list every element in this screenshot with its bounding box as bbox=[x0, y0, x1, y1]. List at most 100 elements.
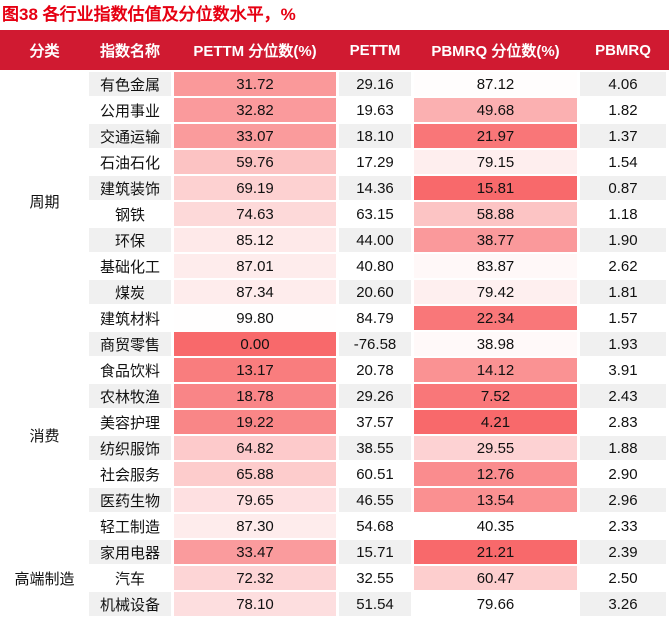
pettm-percentile-cell: 69.19 bbox=[174, 176, 336, 200]
column-header-index-name: 指数名称 bbox=[99, 42, 160, 60]
index-name-cell: 建筑材料 bbox=[99, 310, 160, 328]
pettm-percentile-cell: 13.17 bbox=[174, 358, 336, 382]
pbmrq-cell: 1.18 bbox=[608, 205, 638, 223]
index-name-cell: 机械设备 bbox=[89, 592, 171, 616]
figure-title: 图38 各行业指数估值及分位数水平，% bbox=[2, 5, 296, 24]
pettm-percentile-cell: 87.01 bbox=[174, 254, 336, 278]
index-name-cell: 轻工制造 bbox=[99, 518, 160, 536]
index-name-cell: 石油石化 bbox=[99, 154, 160, 172]
pettm-cell: 46.55 bbox=[339, 488, 411, 512]
column-header-pettm-percentile: PETTM 分位数(%) bbox=[193, 42, 317, 60]
pettm-percentile-cell: 59.76 bbox=[174, 150, 336, 174]
pettm-percentile-cell: 78.10 bbox=[174, 592, 336, 616]
pettm-percentile-cell: 33.47 bbox=[174, 540, 336, 564]
index-name-cell: 医药生物 bbox=[89, 488, 171, 512]
pbmrq-percentile-cell: 21.97 bbox=[414, 124, 577, 148]
pettm-cell: 29.16 bbox=[339, 72, 411, 96]
pettm-percentile-cell: 87.34 bbox=[174, 280, 336, 304]
pettm-cell: 18.10 bbox=[339, 124, 411, 148]
pbmrq-cell: 3.91 bbox=[608, 361, 638, 379]
pbmrq-cell: 2.96 bbox=[580, 488, 666, 512]
pbmrq-percentile-cell: 22.34 bbox=[414, 306, 577, 330]
table-row: 机械设备 78.10 51.54 79.66 3.26 bbox=[3, 592, 666, 616]
table-row: 医药生物 79.65 46.55 13.54 2.96 bbox=[3, 488, 666, 512]
pettm-percentile-cell: 0.00 bbox=[174, 332, 336, 356]
table-row: 周期 有色金属 31.72 29.16 87.12 4.06 bbox=[3, 72, 666, 330]
pettm-cell: 19.63 bbox=[356, 101, 394, 119]
pettm-cell: 20.78 bbox=[356, 361, 394, 379]
pettm-percentile-cell: 64.82 bbox=[174, 436, 336, 460]
table-row: 消费 商贸零售 0.00 -76.58 38.98 1.93 bbox=[3, 332, 666, 538]
pettm-cell: -76.58 bbox=[339, 332, 411, 356]
category-cell: 周期 bbox=[3, 72, 86, 330]
pbmrq-percentile-cell: 49.68 bbox=[414, 98, 577, 122]
pbmrq-percentile-cell: 58.88 bbox=[414, 202, 577, 226]
pettm-cell: 38.55 bbox=[339, 436, 411, 460]
pbmrq-percentile-cell: 4.21 bbox=[414, 410, 577, 434]
pettm-cell: 20.60 bbox=[339, 280, 411, 304]
pbmrq-percentile-cell: 40.35 bbox=[414, 514, 577, 538]
pettm-cell: 51.54 bbox=[339, 592, 411, 616]
table-row: 汽车 72.32 32.55 60.47 2.50 bbox=[3, 566, 666, 590]
pettm-percentile-cell: 74.63 bbox=[174, 202, 336, 226]
valuation-table: 周期 有色金属 31.72 29.16 87.12 4.06 公用事业 32.82 19.63 4… bbox=[0, 70, 669, 618]
pettm-cell: 60.51 bbox=[356, 465, 394, 483]
pettm-percentile-cell: 85.12 bbox=[174, 228, 336, 252]
category-cell: 消费 bbox=[3, 332, 86, 538]
index-name-cell: 美容护理 bbox=[99, 414, 160, 432]
pettm-cell: 63.15 bbox=[356, 205, 394, 223]
pbmrq-percentile-cell: 79.66 bbox=[414, 592, 577, 616]
pbmrq-cell: 0.87 bbox=[580, 176, 666, 200]
pbmrq-cell: 1.93 bbox=[580, 332, 666, 356]
table-row: 轻工制造 87.30 54.68 40.35 2.33 bbox=[3, 514, 666, 538]
table-header-band: 分类 指数名称 PETTM 分位数(%) PETTM PBMRQ 分位数(%) … bbox=[0, 30, 669, 70]
pbmrq-cell: 2.43 bbox=[580, 384, 666, 408]
pettm-cell: 29.26 bbox=[339, 384, 411, 408]
pettm-percentile-cell: 19.22 bbox=[174, 410, 336, 434]
table-row: 食品饮料 13.17 20.78 14.12 3.91 bbox=[3, 358, 666, 382]
table-row: 石油石化 59.76 17.29 79.15 1.54 bbox=[3, 150, 666, 174]
table-row: 建筑装饰 69.19 14.36 15.81 0.87 bbox=[3, 176, 666, 200]
pettm-percentile-cell: 79.65 bbox=[174, 488, 336, 512]
pettm-cell: 40.80 bbox=[356, 257, 394, 275]
pettm-percentile-cell: 72.32 bbox=[174, 566, 336, 590]
table-row: 美容护理 19.22 37.57 4.21 2.83 bbox=[3, 410, 666, 434]
pettm-percentile-cell: 87.30 bbox=[174, 514, 336, 538]
pbmrq-cell: 4.06 bbox=[580, 72, 666, 96]
index-name-cell: 环保 bbox=[89, 228, 171, 252]
table-row: 建筑材料 99.80 84.79 22.34 1.57 bbox=[3, 306, 666, 330]
column-header-pbmrq: PBMRQ bbox=[595, 41, 651, 59]
pbmrq-percentile-cell: 7.52 bbox=[414, 384, 577, 408]
pettm-cell: 84.79 bbox=[356, 309, 394, 327]
index-name-cell: 基础化工 bbox=[99, 258, 160, 276]
pbmrq-percentile-cell: 38.77 bbox=[414, 228, 577, 252]
pbmrq-cell: 1.81 bbox=[580, 280, 666, 304]
column-header-pbmrq-percentile: PBMRQ 分位数(%) bbox=[431, 42, 560, 60]
pettm-percentile-cell: 32.82 bbox=[174, 98, 336, 122]
table-row: 高端制造 家用电器 33.47 15.71 21.21 2.39 bbox=[3, 540, 666, 616]
index-name-cell: 公用事业 bbox=[99, 102, 160, 120]
pbmrq-percentile-cell: 79.42 bbox=[414, 280, 577, 304]
pettm-cell: 44.00 bbox=[339, 228, 411, 252]
pbmrq-cell: 2.83 bbox=[608, 413, 638, 431]
table-row: 公用事业 32.82 19.63 49.68 1.82 bbox=[3, 98, 666, 122]
index-name-cell: 家用电器 bbox=[89, 540, 171, 564]
pettm-percentile-cell: 65.88 bbox=[174, 462, 336, 486]
pbmrq-cell: 1.54 bbox=[608, 153, 638, 171]
pbmrq-percentile-cell: 14.12 bbox=[414, 358, 577, 382]
index-name-cell: 社会服务 bbox=[99, 466, 160, 484]
pettm-cell: 54.68 bbox=[356, 517, 394, 535]
table-row: 环保 85.12 44.00 38.77 1.90 bbox=[3, 228, 666, 252]
index-name-cell: 建筑装饰 bbox=[89, 176, 171, 200]
pbmrq-cell: 2.90 bbox=[608, 465, 638, 483]
pbmrq-percentile-cell: 60.47 bbox=[414, 566, 577, 590]
pbmrq-percentile-cell: 12.76 bbox=[414, 462, 577, 486]
pettm-percentile-cell: 99.80 bbox=[174, 306, 336, 330]
pbmrq-percentile-cell: 87.12 bbox=[414, 72, 577, 96]
pbmrq-cell: 2.62 bbox=[608, 257, 638, 275]
index-name-cell: 汽车 bbox=[114, 570, 145, 588]
pbmrq-cell: 2.39 bbox=[580, 540, 666, 564]
pbmrq-cell: 1.90 bbox=[580, 228, 666, 252]
pettm-percentile-cell: 31.72 bbox=[174, 72, 336, 96]
category-cell: 高端制造 bbox=[3, 540, 86, 616]
